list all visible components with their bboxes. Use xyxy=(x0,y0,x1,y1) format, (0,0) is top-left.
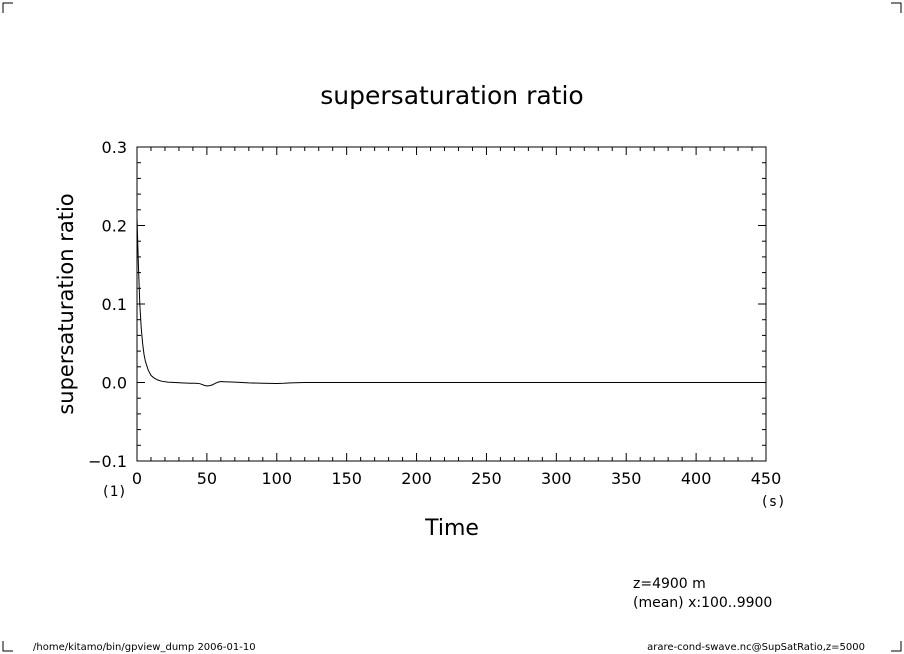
x-unit-label: (s) xyxy=(760,494,785,510)
mean-range-annotation: (mean) x:100..9900 xyxy=(633,595,772,611)
y-unit-label: (1) xyxy=(101,484,126,500)
y-tick-label: 0.0 xyxy=(102,374,127,393)
y-tick-label: 0.3 xyxy=(102,138,127,157)
chart-title: supersaturation ratio xyxy=(320,81,583,110)
y-tick-label: 0.1 xyxy=(102,295,127,314)
plot-frame xyxy=(136,146,767,462)
y-tick-label: −0.1 xyxy=(88,452,127,471)
x-axis-title: Time xyxy=(424,516,479,541)
x-tick-label: 200 xyxy=(401,469,432,488)
x-tick-label: 450 xyxy=(751,469,782,488)
x-tick-label: 0 xyxy=(132,469,142,488)
x-axis-ticks xyxy=(136,147,767,461)
x-axis-tick-labels: 0 50 100 150 200 250 300 350 400 450 xyxy=(132,469,781,488)
y-tick-label: 0.2 xyxy=(102,217,127,236)
x-tick-label: 350 xyxy=(611,469,642,488)
x-tick-label: 400 xyxy=(681,469,712,488)
footer-right: arare-cond-swave.nc@SupSatRatio,z=5000 xyxy=(647,642,865,653)
x-tick-label: 50 xyxy=(197,469,217,488)
y-axis-tick-labels: −0.1 0.0 0.1 0.2 0.3 xyxy=(88,138,127,471)
x-tick-label: 250 xyxy=(471,469,502,488)
series-line xyxy=(136,217,766,387)
y-axis-title: supersaturation ratio xyxy=(54,193,78,414)
z-level-annotation: z=4900 m xyxy=(633,576,706,592)
x-tick-label: 300 xyxy=(541,469,572,488)
y-axis-ticks xyxy=(137,146,766,462)
x-tick-label: 150 xyxy=(331,469,362,488)
footer-left: /home/kitamo/bin/gpview_dump 2006-01-10 xyxy=(33,642,256,653)
x-tick-label: 100 xyxy=(262,469,293,488)
